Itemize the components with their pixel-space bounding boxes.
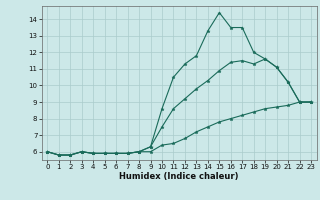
X-axis label: Humidex (Indice chaleur): Humidex (Indice chaleur) <box>119 172 239 181</box>
